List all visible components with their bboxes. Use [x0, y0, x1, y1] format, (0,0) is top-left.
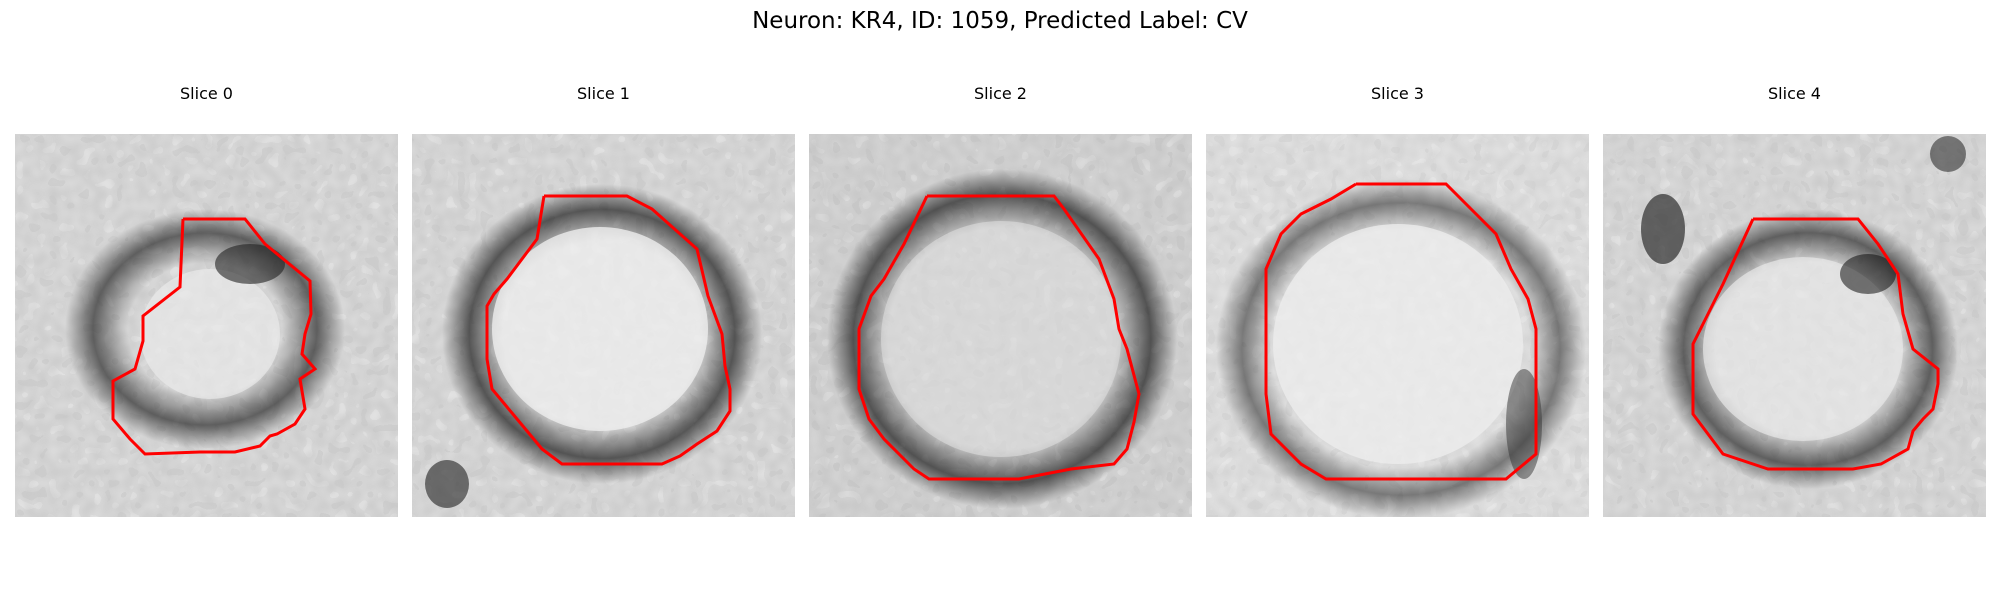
contour-4: [1691, 217, 1940, 471]
slice-image-2: [809, 134, 1192, 517]
contour-3: [1264, 182, 1538, 481]
contour-0: [111, 217, 318, 456]
slice-title-3: Slice 3: [1371, 84, 1424, 103]
contour-2: [857, 194, 1141, 481]
slice-image-4: [1603, 134, 1986, 517]
slice-title-1: Slice 1: [577, 84, 630, 103]
slice-title-2: Slice 2: [974, 84, 1027, 103]
slice-title-4: Slice 4: [1768, 84, 1821, 103]
contour-1: [485, 194, 732, 466]
slice-image-3: [1206, 134, 1589, 517]
slice-image-1: [412, 134, 795, 517]
figure-title: Neuron: KR4, ID: 1059, Predicted Label: …: [752, 8, 1248, 34]
slice-image-0: [15, 134, 398, 517]
slice-title-0: Slice 0: [180, 84, 233, 103]
